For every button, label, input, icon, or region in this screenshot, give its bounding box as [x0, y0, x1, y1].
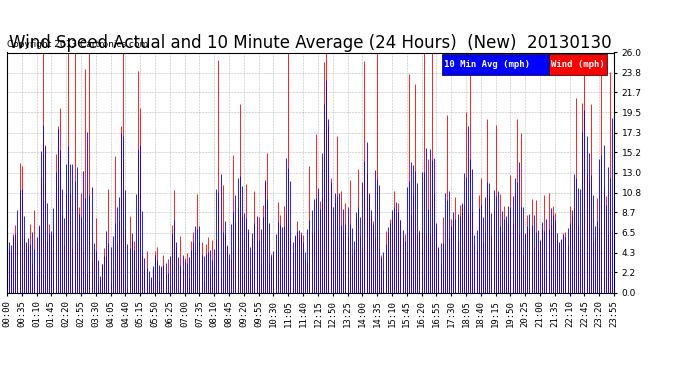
- Text: Wind (mph): Wind (mph): [551, 60, 604, 69]
- Text: Copyright 2013 Cartronics.com: Copyright 2013 Cartronics.com: [7, 40, 148, 49]
- Title: Wind Speed Actual and 10 Minute Average (24 Hours)  (New)  20130130: Wind Speed Actual and 10 Minute Average …: [9, 34, 612, 53]
- Text: 10 Min Avg (mph): 10 Min Avg (mph): [444, 60, 531, 69]
